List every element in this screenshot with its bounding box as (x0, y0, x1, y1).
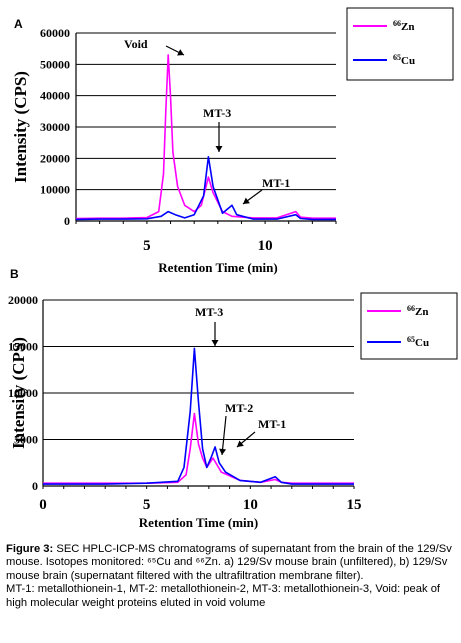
y-tick-label: 0 (32, 479, 38, 493)
y-tick-label: 40000 (40, 89, 70, 103)
annotation-label: MT-1 (262, 176, 290, 190)
annotation-label: MT-3 (203, 106, 231, 120)
series-line-66Zn (75, 54, 336, 220)
figure-caption: Figure 3: SEC HPLC-ICP-MS chromatograms … (6, 543, 458, 610)
x-tick-label: 10 (258, 238, 273, 254)
annotation-arrowhead (237, 440, 244, 447)
x-tick-label: 10 (243, 497, 258, 513)
chart-b-svg: B 0 5000 10000 15000 20000 0 5 10 15 Retention Ti… (8, 267, 458, 530)
legend-label: 65Cu (393, 53, 415, 67)
legend-box (346, 7, 454, 81)
chart-panel-b: B 0 5000 10000 15000 20000 0 5 10 15 Retention Ti… (0, 262, 461, 542)
x-tick-label: 5 (143, 238, 151, 254)
y-tick-label: 5000 (14, 433, 38, 447)
panel-label-a: A (14, 17, 23, 31)
series-line-66Zn (43, 412, 354, 484)
caption-text: SEC HPLC-ICP-MS chromatograms of superna… (6, 543, 452, 582)
annotation-label: MT-3 (195, 305, 223, 319)
series-line-65Cu (75, 156, 336, 221)
panel-label-b: B (10, 267, 19, 281)
legend-box (360, 292, 458, 360)
x-axis-title: Retention Time (min) (158, 260, 277, 275)
y-tick-label: 20000 (8, 293, 38, 307)
annotation-label: Void (124, 37, 148, 51)
y-tick-label: 10000 (8, 386, 38, 400)
y-tick-label: 20000 (40, 151, 70, 165)
y-tick-label: 50000 (40, 57, 70, 71)
x-tick-label: 15 (347, 497, 362, 513)
y-axis-title: Intensity (CPS) (9, 337, 28, 449)
annotation-arrow (221, 415, 227, 456)
annotation-arrowhead (243, 197, 250, 204)
legend-label: 66Zn (393, 19, 414, 33)
caption-figure-label: Figure 3: (6, 543, 54, 555)
y-axis-title: Intensity (CPS) (11, 71, 30, 183)
annotation-label: MT-2 (225, 401, 253, 415)
y-tick-label: 30000 (40, 120, 70, 134)
y-tick-label: 0 (64, 214, 70, 228)
x-axis-title: Retention Time (min) (139, 515, 258, 530)
legend-label: 65Cu (407, 335, 429, 349)
x-tick-label: 0 (39, 497, 47, 513)
x-tick-label: 5 (143, 497, 151, 513)
annotation-arrowhead (211, 340, 219, 346)
annotation-arrowhead (219, 448, 227, 455)
annotation-arrowhead (177, 49, 184, 56)
legend-label: 66Zn (407, 304, 428, 318)
y-tick-label: 10000 (40, 183, 70, 197)
y-tick-label: 15000 (8, 340, 38, 354)
annotation-arrowhead (215, 146, 223, 152)
caption-abbreviations: MT-1: metallothionein-1, MT-2: metalloth… (6, 583, 441, 609)
chart-panel-a: A 0 10000 20000 30000 40000 50000 60000 5 10 Rete… (0, 0, 461, 285)
y-tick-label: 60000 (40, 26, 70, 40)
chart-a-svg: A 0 10000 20000 30000 40000 50000 60000 5 10 Rete… (11, 7, 454, 275)
annotation-label: MT-1 (258, 417, 286, 431)
series-line-65Cu (43, 347, 354, 485)
